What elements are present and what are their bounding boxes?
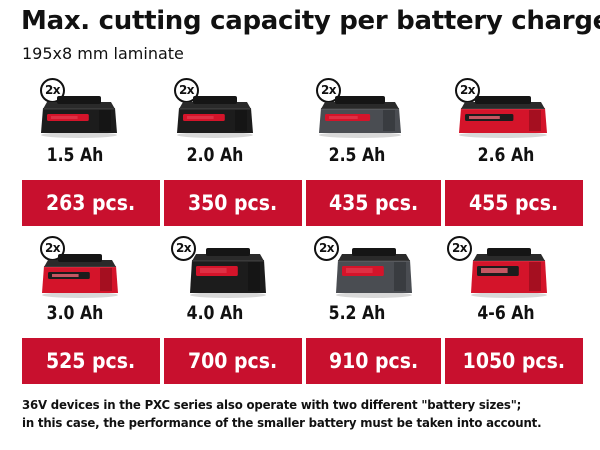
battery-icon: [41, 96, 117, 138]
battery-icon: [471, 248, 547, 298]
battery-capacity-label: 3.0 Ah: [46, 302, 104, 324]
footnote-line: 36V devices in the PXC series also opera…: [22, 397, 522, 412]
battery-card: 2x 4.0 Ah: [140, 232, 290, 324]
footnote: 36V devices in the PXC series also opera…: [22, 396, 582, 432]
battery-capacity-label: 5.2 Ah: [328, 302, 386, 324]
battery-card: 2x 2.6 Ah: [431, 74, 581, 166]
battery-row-bottom: 2x 3.0 Ah 2x 4.0 Ah 2x 5.2 Ah 2x 4-6 Ah: [0, 232, 600, 324]
quantity-badge: 2x: [40, 78, 65, 103]
result-band-top: 263 pcs. 350 pcs. 435 pcs. 455 pcs.: [22, 180, 583, 226]
pieces-cell: 525 pcs.: [22, 338, 160, 384]
battery-icon: [42, 254, 118, 298]
pieces-cell: 910 pcs.: [306, 338, 441, 384]
battery-card: 2x 3.0 Ah: [0, 232, 150, 324]
quantity-badge: 2x: [314, 236, 339, 261]
battery-card: 2x 2.0 Ah: [140, 74, 290, 166]
page-title: Max. cutting capacity per battery charge: [21, 6, 600, 36]
battery-card: 2x 4-6 Ah: [431, 232, 581, 324]
pieces-cell: 435 pcs.: [306, 180, 441, 226]
battery-icon: [177, 96, 253, 138]
pieces-cell: 700 pcs.: [164, 338, 302, 384]
battery-icon: [336, 248, 412, 298]
battery-capacity-label: 4-6 Ah: [477, 302, 535, 324]
pieces-cell: 455 pcs.: [445, 180, 583, 226]
battery-capacity-label: 2.5 Ah: [328, 144, 386, 166]
quantity-badge: 2x: [171, 236, 196, 261]
pieces-cell: 350 pcs.: [164, 180, 302, 226]
battery-card: 2x 1.5 Ah: [0, 74, 150, 166]
page-subtitle: 195x8 mm laminate: [22, 44, 184, 63]
battery-capacity-label: 1.5 Ah: [46, 144, 104, 166]
footnote-line: in this case, the performance of the sma…: [22, 415, 542, 430]
battery-capacity-label: 2.6 Ah: [477, 144, 535, 166]
quantity-badge: 2x: [447, 236, 472, 261]
battery-icon: [190, 248, 266, 298]
battery-capacity-label: 4.0 Ah: [186, 302, 244, 324]
battery-capacity-label: 2.0 Ah: [186, 144, 244, 166]
battery-card: 2x 2.5 Ah: [282, 74, 432, 166]
battery-row-top: 2x 1.5 Ah 2x 2.0 Ah 2x 2.5 Ah 2x 2.6 Ah: [0, 74, 600, 166]
battery-icon: [459, 96, 547, 138]
battery-card: 2x 5.2 Ah: [282, 232, 432, 324]
battery-icon: [319, 96, 401, 138]
pieces-cell: 1050 pcs.: [445, 338, 583, 384]
result-band-bottom: 525 pcs. 700 pcs. 910 pcs. 1050 pcs.: [22, 338, 583, 384]
pieces-cell: 263 pcs.: [22, 180, 160, 226]
